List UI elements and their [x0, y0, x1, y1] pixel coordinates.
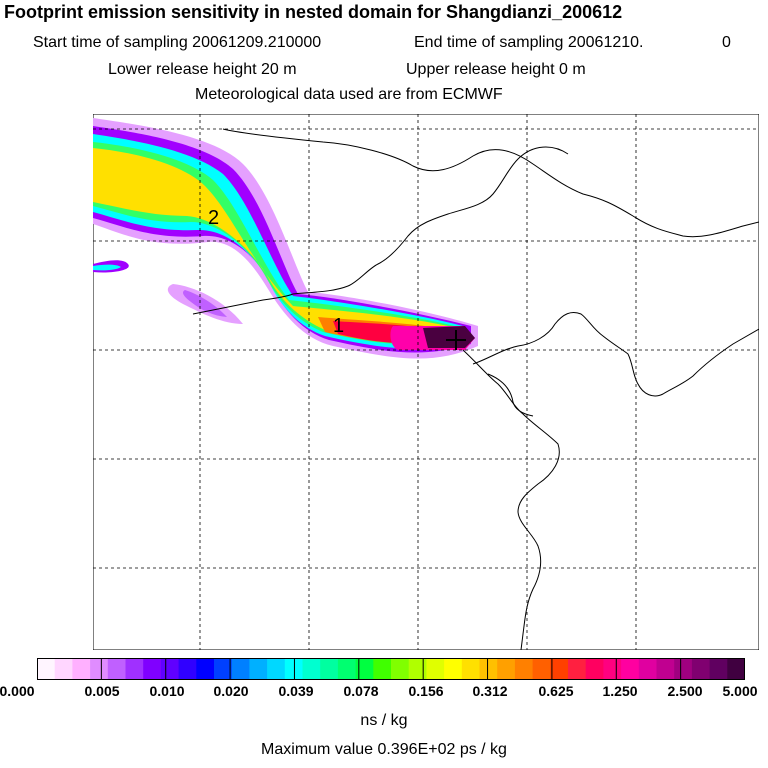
colorbar-swatch — [691, 658, 711, 680]
footprint-map: 2 1 — [93, 114, 759, 650]
coastline-bay — [487, 373, 534, 417]
colorbar-unit: ns / kg — [360, 712, 408, 729]
colorbar — [37, 658, 745, 680]
colorbar-swatch — [514, 658, 534, 680]
met-data-label: Meteorological data used are from ECMWF — [195, 86, 503, 103]
colorbar-swatch — [479, 658, 498, 680]
colorbar-swatch — [532, 658, 551, 680]
plume-yellow — [93, 148, 448, 343]
plume — [93, 118, 478, 359]
colorbar-swatch — [621, 658, 640, 680]
colorbar-tick: 0.020 — [213, 683, 249, 699]
colorbar-swatch — [160, 658, 180, 680]
colorbar-swatch — [674, 658, 693, 680]
coastline-east — [462, 349, 560, 650]
border-inland — [292, 146, 569, 295]
border-west — [192, 293, 294, 315]
receptor-marker — [446, 330, 466, 350]
colorbar-tick: 0.078 — [343, 683, 379, 699]
colorbar-tick: 0.312 — [472, 683, 508, 699]
colorbar-swatch — [125, 658, 144, 680]
plume-mid-streak-core — [183, 290, 227, 317]
colorbar-swatch — [267, 658, 286, 680]
colorbar-swatch — [231, 658, 250, 680]
colorbar-swatch — [709, 658, 728, 680]
day-marker-2: 2 — [208, 207, 219, 229]
colorbar-swatch — [249, 658, 268, 680]
colorbar-swatch — [373, 658, 392, 680]
colorbar-tick: 5.000 — [722, 683, 758, 699]
colorbar-swatch — [54, 658, 73, 680]
colorbar-swatch — [461, 658, 480, 680]
colorbar-swatch — [568, 658, 587, 680]
colorbar-tick: 1.250 — [602, 683, 638, 699]
day-marker-1: 1 — [333, 315, 344, 337]
end-time-label: End time of sampling 20061210. — [414, 34, 644, 51]
colorbar-swatch — [727, 658, 745, 680]
colorbar-swatch — [107, 658, 126, 680]
coastline-north — [222, 128, 759, 238]
plume-left-streak-core — [93, 264, 121, 271]
colorbar-swatch — [337, 658, 357, 680]
coastlines — [192, 128, 759, 650]
colorbar-border — [37, 658, 745, 680]
colorbar-tick: 0.010 — [149, 683, 185, 699]
colorbar-swatch — [284, 658, 303, 680]
colorbar-tick: 0.039 — [278, 683, 314, 699]
colorbar-swatch — [426, 658, 445, 680]
start-time-label: Start time of sampling 20061209.210000 — [33, 34, 322, 51]
upper-release-label: Upper release height 0 m — [406, 61, 586, 78]
colorbar-swatch — [302, 658, 321, 680]
max-value-label: Maximum value 0.396E+02 ps / kg — [261, 741, 507, 758]
colorbar-swatch — [214, 658, 233, 680]
colorbar-swatch — [391, 658, 410, 680]
colorbar-swatch — [320, 658, 339, 680]
colorbar-swatch — [408, 658, 427, 680]
colorbar-swatch — [196, 658, 215, 680]
colorbar-swatch — [143, 658, 162, 680]
colorbar-swatch — [178, 658, 197, 680]
colorbar-swatch — [638, 658, 657, 680]
colorbar-swatch — [90, 658, 109, 680]
colorbar-swatch — [72, 658, 91, 680]
colorbar-swatch — [603, 658, 622, 680]
plume-core — [423, 326, 475, 348]
colorbar-swatch — [355, 658, 374, 680]
colorbar-tick: 2.500 — [667, 683, 703, 699]
colorbar-tick: 0.005 — [84, 683, 120, 699]
colorbar-tick: 0.156 — [408, 683, 444, 699]
end-time-suffix: 0 — [722, 34, 731, 51]
colorbar-swatch — [497, 658, 516, 680]
colorbar-tick: 0.000 — [0, 683, 35, 699]
peninsula — [472, 311, 759, 397]
colorbar-tick: 0.625 — [538, 683, 574, 699]
colorbar-swatch — [585, 658, 604, 680]
colorbar-swatch — [37, 658, 56, 680]
colorbar-swatch — [550, 658, 569, 680]
lat-lon-grid — [93, 114, 759, 650]
colorbar-swatch — [656, 658, 675, 680]
lower-release-label: Lower release height 20 m — [108, 61, 297, 78]
colorbar-swatch — [444, 658, 463, 680]
